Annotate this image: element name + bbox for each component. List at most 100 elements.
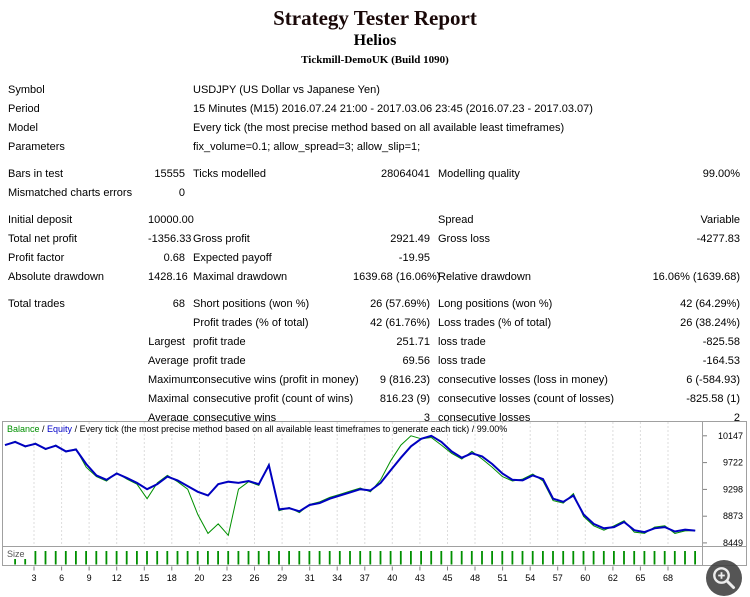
report-value: 2921.49 xyxy=(390,232,430,245)
report-row: Bars in test 15555 Ticks modelled 28064041 M… xyxy=(8,164,742,183)
lot-size-bar xyxy=(217,551,219,565)
lot-size-bar xyxy=(227,551,230,565)
lot-size-bar xyxy=(562,551,565,565)
report-value: 1639.68 (16.06%) xyxy=(353,270,441,283)
report-value: 0 xyxy=(178,186,185,199)
x-tick-label: 12 xyxy=(112,573,122,583)
lot-size-bar xyxy=(166,551,169,565)
report-label xyxy=(193,183,353,202)
x-tick-label: 9 xyxy=(87,573,92,583)
lot-size-bar xyxy=(176,551,179,565)
lot-size-bar xyxy=(542,551,544,565)
report-value: Average xyxy=(148,354,189,367)
lot-size-bar xyxy=(673,551,676,565)
report-value: 9 (816.23) xyxy=(379,373,430,386)
report-value xyxy=(148,80,193,99)
lot-size-bar xyxy=(156,551,159,565)
lot-size-bar xyxy=(491,551,493,565)
report-label: Ticks modelled xyxy=(193,167,266,180)
chart-frame xyxy=(2,421,747,566)
x-tick-label: 43 xyxy=(415,573,425,583)
lot-size-bar xyxy=(136,551,138,565)
lot-size-bar xyxy=(308,551,311,565)
lot-size-bar xyxy=(207,551,209,565)
lot-size-bar xyxy=(623,551,625,565)
report-row: Parameters fix_volume=0.1; allow_spread=3… xyxy=(8,137,742,156)
lot-size-bar xyxy=(196,551,199,565)
x-tick-label: 37 xyxy=(360,573,370,583)
report-label: Gross profit xyxy=(193,232,250,245)
report-value: 10000.00 xyxy=(148,213,194,226)
report-value: 26 (38.24%) xyxy=(680,316,741,329)
report-label xyxy=(438,183,634,202)
magnifier-plus-icon xyxy=(706,560,742,596)
y-tick-label: 9722 xyxy=(723,458,743,468)
report-value: 68 xyxy=(172,297,185,310)
report-value: 26 (57.69%) xyxy=(370,297,430,310)
report-value: Maximum xyxy=(148,373,196,386)
report-row: Total net profit -1356.33 Gross profit 2921… xyxy=(8,229,742,248)
report-value: -1356.33 xyxy=(148,232,192,245)
y-tick-label: 9298 xyxy=(723,484,743,494)
lot-size-bar xyxy=(54,551,57,565)
report-value: Average xyxy=(148,411,189,424)
lot-size-bar xyxy=(450,551,453,565)
report-value: 15555 xyxy=(154,167,185,180)
report-label: Parameters xyxy=(8,140,65,153)
lot-size-bar xyxy=(359,551,362,565)
spacer-row xyxy=(8,202,742,210)
report-value xyxy=(148,118,193,137)
lot-size-bar xyxy=(379,551,382,565)
lot-size-bar xyxy=(440,551,443,565)
report-label: Bars in test xyxy=(8,167,64,180)
report-row: Average consecutive wins 3 consecutive loss… xyxy=(8,408,742,427)
report-label: profit trade xyxy=(193,335,246,348)
report-label xyxy=(8,389,148,408)
lot-size-bar xyxy=(501,551,504,565)
lot-size-bar xyxy=(64,551,67,565)
report-label: Symbol xyxy=(8,83,45,96)
report-value: 2 xyxy=(733,411,741,424)
report-value: Maximal xyxy=(148,392,189,405)
report-label: Gross loss xyxy=(438,232,490,245)
report-label xyxy=(8,370,148,389)
report-row: Initial deposit 10000.00 Spread Variable xyxy=(8,210,742,229)
lot-size-bar xyxy=(318,551,321,565)
lot-size-bar xyxy=(237,551,240,565)
lot-size-bar xyxy=(298,551,301,565)
lot-size-bar xyxy=(592,551,595,565)
zoom-button[interactable] xyxy=(705,559,743,597)
x-tick-label: 51 xyxy=(498,573,508,583)
lot-size-bar xyxy=(328,551,331,565)
y-tick-label: 10147 xyxy=(718,431,743,441)
report-value: 28064041 xyxy=(381,167,430,180)
lot-size-bar xyxy=(420,551,422,565)
lot-size-bar xyxy=(643,551,646,565)
lot-size-bar xyxy=(653,551,656,565)
report-value xyxy=(634,248,742,267)
report-row: Profit factor 0.68 Expected payoff -19.95 xyxy=(8,248,742,267)
report-value: 251.71 xyxy=(396,335,430,348)
report-value xyxy=(353,183,438,202)
report-value: 3 xyxy=(423,411,430,424)
lot-size-bar xyxy=(267,551,270,565)
lot-size-bar xyxy=(278,551,280,565)
chart-canvas: 3 6 9 12 15 18 20 23 26 29 31 34 37 40 43 45 48 51 54 57 60 6… xyxy=(2,421,747,583)
report-row: Mismatched charts errors 0 xyxy=(8,183,742,202)
spacer-cell xyxy=(8,202,742,210)
x-tick-label: 45 xyxy=(442,573,452,583)
report-value xyxy=(148,313,193,332)
report-label: Modelling quality xyxy=(438,167,520,180)
lot-size-bar xyxy=(257,551,260,565)
report-header: Strategy Tester Report Helios Tickmill-D… xyxy=(0,0,750,68)
report-label: Expected payoff xyxy=(193,251,272,264)
report-value: Largest xyxy=(148,335,185,348)
legend-separator: / xyxy=(72,424,80,434)
report-label: Period xyxy=(8,102,40,115)
report-value: 0.68 xyxy=(163,251,185,264)
spacer-row xyxy=(8,286,742,294)
lot-size-bar xyxy=(430,551,433,565)
report-value: -19.95 xyxy=(398,251,430,264)
report-value: 1428.16 xyxy=(148,270,188,283)
report-label: Profit trades (% of total) xyxy=(193,316,309,329)
